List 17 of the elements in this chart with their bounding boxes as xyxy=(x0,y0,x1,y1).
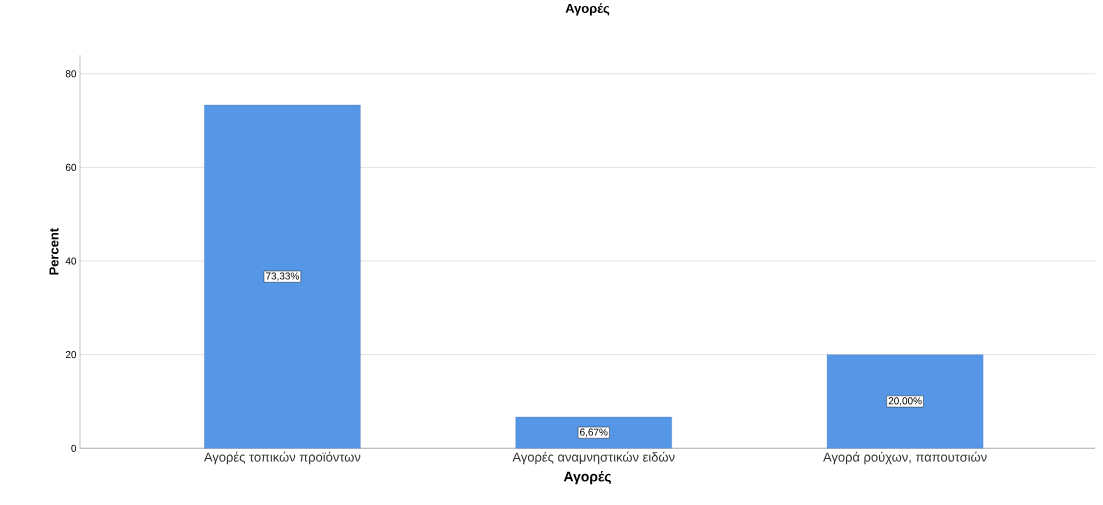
x-tick-label: Αγορά ρούχων, παπουτσιών xyxy=(823,451,987,465)
y-tick-label: 80 xyxy=(65,70,77,78)
y-tick-label: 0 xyxy=(71,444,77,452)
x-tick-label: Αγορές τοπικών προϊόντων xyxy=(203,451,361,465)
bar xyxy=(826,354,984,449)
y-tick-label: 20 xyxy=(65,350,77,359)
bar xyxy=(204,104,361,449)
y-tick-label: 40 xyxy=(65,257,77,265)
bar xyxy=(515,416,672,449)
y-axis-title: Percent xyxy=(49,227,59,275)
chart-title: Αγορές xyxy=(565,3,610,16)
x-axis-title: Αγορές xyxy=(563,470,611,485)
x-tick-label: Αγορές αναμνηστικών ειδών xyxy=(512,451,675,465)
data-label: 20,00% xyxy=(888,397,922,406)
data-label: 6,67% xyxy=(580,428,608,437)
data-label: 73,33% xyxy=(266,272,299,281)
y-tick-label: 60 xyxy=(65,163,77,171)
